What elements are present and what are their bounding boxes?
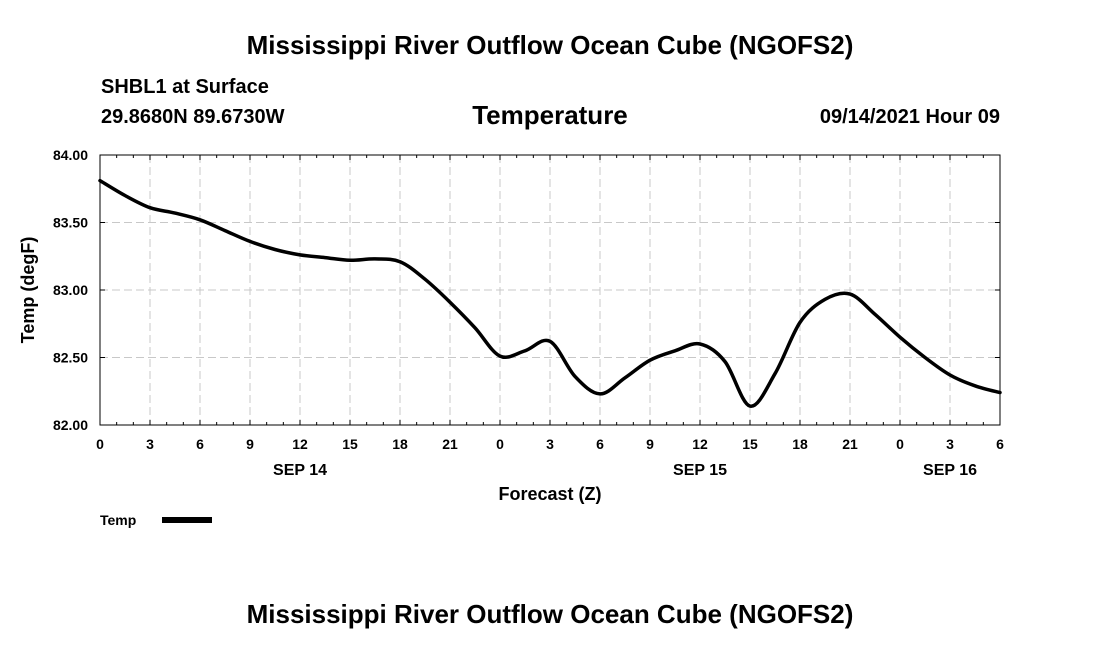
y-tick-label: 83.50 xyxy=(53,215,88,231)
legend-label: Temp xyxy=(100,512,136,528)
y-tick-label: 82.00 xyxy=(53,417,88,433)
x-tick-label: 15 xyxy=(342,436,358,452)
x-tick-label: 6 xyxy=(596,436,604,452)
x-tick-label: 15 xyxy=(742,436,758,452)
x-tick-label: 21 xyxy=(442,436,458,452)
x-axis: 0 3 6 9 12 15 18 21 0 3 6 9 12 15 18 21 0 3 6 xyxy=(96,155,1004,452)
x-tick-label: 6 xyxy=(996,436,1004,452)
date-labels: SEP 14 SEP 15 SEP 16 xyxy=(273,462,977,479)
x-tick-label: 6 xyxy=(196,436,204,452)
station-label: SHBL1 at Surface xyxy=(101,76,269,98)
y-tick-label: 82.50 xyxy=(53,350,88,366)
chart-title: Temperature xyxy=(472,100,628,130)
x-tick-label: 18 xyxy=(392,436,408,452)
x-tick-label: 21 xyxy=(842,436,858,452)
grid-lines xyxy=(100,155,1000,425)
y-axis-label: Temp (degF) xyxy=(18,237,38,344)
x-tick-label: 12 xyxy=(292,436,308,452)
date-label: SEP 14 xyxy=(273,462,327,479)
x-axis-label: Forecast (Z) xyxy=(498,484,601,504)
y-axis: 82.00 82.50 83.00 83.50 84.00 xyxy=(53,147,1000,433)
date-label: SEP 16 xyxy=(923,462,977,479)
run-time: 09/14/2021 Hour 09 xyxy=(819,106,1000,128)
x-tick-label: 12 xyxy=(692,436,708,452)
y-tick-label: 83.00 xyxy=(53,282,88,298)
legend-swatch xyxy=(162,517,212,523)
x-tick-label: 18 xyxy=(792,436,808,452)
station-coordinates: 29.8680N 89.6730W xyxy=(101,106,285,128)
x-tick-label: 3 xyxy=(946,436,954,452)
x-tick-label: 3 xyxy=(546,436,554,452)
main-title-bottom: Mississippi River Outflow Ocean Cube (NG… xyxy=(246,599,854,629)
temp-series-line xyxy=(98,178,1002,408)
y-tick-label: 84.00 xyxy=(53,147,88,163)
x-tick-label: 0 xyxy=(896,436,904,452)
x-tick-label: 9 xyxy=(246,436,254,452)
x-tick-label: 0 xyxy=(96,436,104,452)
date-label: SEP 15 xyxy=(673,462,727,479)
x-tick-label: 9 xyxy=(646,436,654,452)
x-tick-label: 3 xyxy=(146,436,154,452)
x-tick-label: 0 xyxy=(496,436,504,452)
main-title-top: Mississippi River Outflow Ocean Cube (NG… xyxy=(246,30,854,60)
